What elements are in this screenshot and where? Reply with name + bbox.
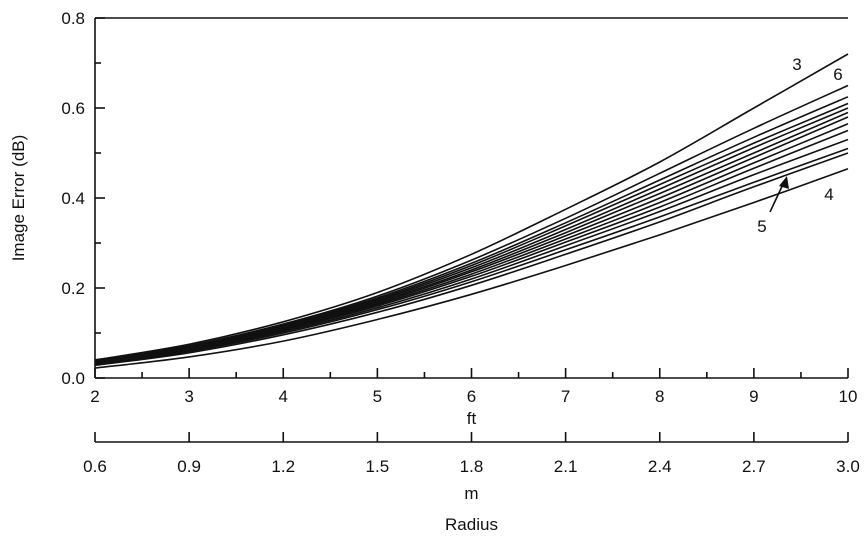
series-line-10 bbox=[94, 138, 849, 365]
series-line-7 bbox=[94, 116, 849, 364]
curve-label-5: 5 bbox=[757, 217, 766, 236]
secondary-x-tick-label: 0.9 bbox=[177, 457, 201, 476]
x-tick-label: 3 bbox=[184, 387, 193, 406]
series-line-9 bbox=[94, 129, 849, 365]
secondary-x-tick-label: 1.2 bbox=[271, 457, 295, 476]
y-tick-label: 0.0 bbox=[61, 369, 85, 388]
y-axis-title: Image Error (dB) bbox=[9, 135, 28, 262]
x-tick-label: 2 bbox=[90, 387, 99, 406]
x-tick-label: 5 bbox=[373, 387, 382, 406]
curve-label-4: 4 bbox=[824, 185, 833, 204]
series-line-11 bbox=[94, 147, 849, 366]
series-line-12 bbox=[94, 152, 849, 367]
series-group bbox=[94, 53, 849, 369]
series-line-13 bbox=[94, 167, 849, 369]
curve-label-arrow-head bbox=[779, 176, 789, 189]
labels: 3 6 5 4 bbox=[757, 55, 842, 236]
x-tick-label: 9 bbox=[749, 387, 758, 406]
x-tick-label: 6 bbox=[467, 387, 476, 406]
secondary-x-tick-label: 2.7 bbox=[742, 457, 766, 476]
y-tick-label: 0.8 bbox=[61, 9, 85, 28]
series-line-2 bbox=[94, 84, 849, 361]
secondary-x-tick-label: 2.4 bbox=[648, 457, 672, 476]
y-tick-label: 0.6 bbox=[61, 99, 85, 118]
secondary-x-tick-label: 0.6 bbox=[83, 457, 107, 476]
y-tick-label: 0.4 bbox=[61, 189, 85, 208]
x-tick-label: 4 bbox=[279, 387, 288, 406]
curve-label-6: 6 bbox=[833, 65, 842, 84]
series-line-1 bbox=[94, 53, 849, 361]
secondary-x-tick-label: 1.5 bbox=[366, 457, 390, 476]
secondary-x-tick-label: 3.0 bbox=[836, 457, 860, 476]
secondary-x-axis-title: m bbox=[464, 484, 478, 503]
secondary-x-tick-label: 1.8 bbox=[460, 457, 484, 476]
x-tick-label: 10 bbox=[839, 387, 858, 406]
axes: 0.0 0.2 0.4 0.6 0.8 2 3 4 5 6 7 8 9 10 ft 0.6 0.9 1.2 1.5 1… bbox=[9, 9, 860, 534]
series-line-8 bbox=[94, 123, 849, 364]
x-axis-title: ft bbox=[467, 409, 477, 428]
curve-label-3: 3 bbox=[792, 55, 801, 74]
secondary-x-tick-label: 2.1 bbox=[554, 457, 578, 476]
radius-axis-title: Radius bbox=[445, 515, 498, 534]
x-tick-label: 7 bbox=[561, 387, 570, 406]
x-tick-label: 8 bbox=[655, 387, 664, 406]
series-line-6 bbox=[94, 111, 849, 364]
series-line-4 bbox=[94, 102, 849, 363]
y-tick-label: 0.2 bbox=[61, 279, 85, 298]
